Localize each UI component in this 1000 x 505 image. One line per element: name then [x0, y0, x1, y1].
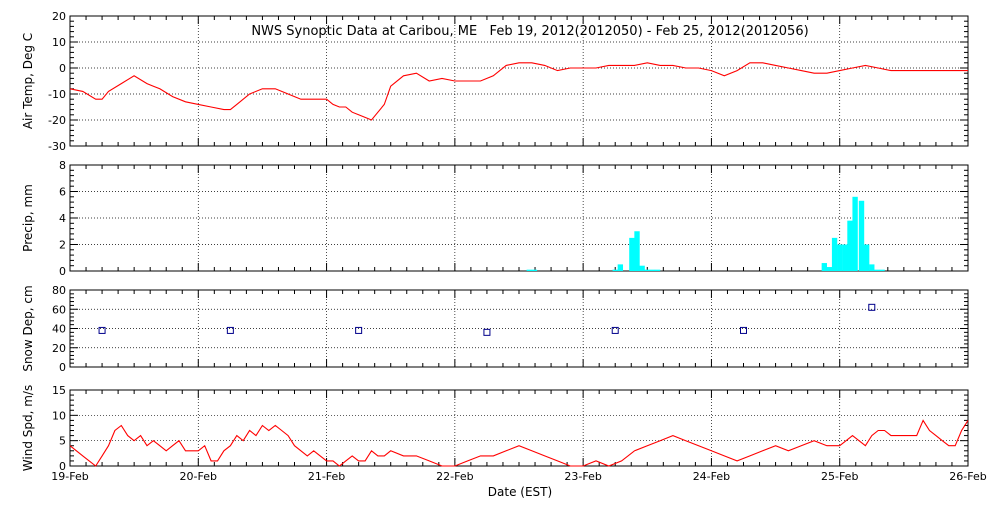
y-tick-label: 5: [59, 435, 66, 448]
precip-bar: [629, 237, 635, 271]
plot-frame-3: [69, 389, 969, 467]
x-tick-label: 23-Feb: [564, 470, 601, 483]
precip-bar: [869, 264, 875, 271]
x-tick-label: 26-Feb: [949, 470, 986, 483]
precip-bar: [644, 269, 650, 271]
y-tick-label: 8: [59, 159, 66, 172]
precip-bar: [639, 265, 645, 271]
y-tick-label: -10: [48, 88, 66, 101]
x-tick-label: 19-Feb: [51, 470, 88, 483]
snow-depth-marker: [355, 326, 363, 334]
y-tick-label: 60: [52, 303, 66, 316]
precip-bar: [526, 269, 532, 271]
precip-bar: [617, 264, 624, 271]
x-tick-label: 20-Feb: [180, 470, 217, 483]
y-tick-label: 0: [59, 265, 66, 278]
y-tick-label: 0: [59, 361, 66, 374]
y-tick-label: 0: [59, 460, 66, 473]
y-tick-label: 15: [52, 384, 66, 397]
chart-panels: -30 -20 -10 0 10 20 Air Temp, Deg C 0 2 4 6 8 Precip…: [21, 10, 987, 483]
snow-depth-marker: [226, 326, 234, 334]
y-tick-label: 2: [59, 239, 66, 252]
precip-bar: [852, 196, 858, 271]
y-tick-label: -20: [48, 114, 66, 127]
y-tick-label: 10: [52, 409, 66, 422]
precip-bar: [634, 231, 640, 271]
precip-bar: [842, 244, 848, 271]
data-line: [69, 419, 969, 467]
snow-depth-marker: [98, 326, 106, 334]
precip-bar: [821, 263, 827, 271]
precip-bar: [858, 200, 865, 271]
precip-bar: [831, 237, 838, 271]
y-tick-label: 0: [59, 62, 66, 75]
snow-depth-marker: [483, 328, 491, 336]
y-axis-label: Snow Dep, cm: [21, 285, 35, 371]
y-tick-label: 40: [52, 323, 66, 336]
x-tick-label: 21-Feb: [308, 470, 345, 483]
precip-bar: [847, 220, 853, 271]
x-axis-label: Date (EST): [488, 485, 552, 499]
precip-bar: [612, 269, 618, 271]
snow-depth-marker: [868, 303, 876, 311]
x-tick-label: 22-Feb: [436, 470, 473, 483]
precip-bar: [837, 244, 843, 271]
precip-bar: [879, 269, 885, 271]
data-line: [69, 62, 968, 121]
precip-bar: [863, 244, 870, 271]
y-tick-label: 80: [52, 284, 66, 297]
y-tick-label: 4: [59, 212, 66, 225]
plot-frame-2: [69, 289, 969, 368]
y-axis-label: Precip, mm: [21, 184, 35, 252]
precip-bar: [649, 269, 656, 271]
precip-bar: [531, 269, 538, 271]
y-tick-label: 20: [52, 10, 66, 23]
y-tick-label: 20: [52, 342, 66, 355]
y-tick-label: 10: [52, 36, 66, 49]
x-tick-label: 25-Feb: [821, 470, 858, 483]
chart-title: NWS Synoptic Data at Caribou, ME Feb 19,…: [251, 24, 808, 39]
y-tick-label: 6: [59, 186, 66, 199]
x-tick-label: 24-Feb: [693, 470, 730, 483]
y-axis-label: Wind Spd, m/s: [21, 385, 35, 471]
precip-bar: [874, 269, 880, 271]
snow-depth-marker: [740, 326, 747, 334]
snow-depth-marker: [611, 326, 619, 334]
y-tick-label: -30: [48, 140, 66, 153]
precip-bar: [654, 269, 661, 271]
precip-bar: [826, 267, 833, 271]
y-axis-label: Air Temp, Deg C: [21, 33, 35, 129]
